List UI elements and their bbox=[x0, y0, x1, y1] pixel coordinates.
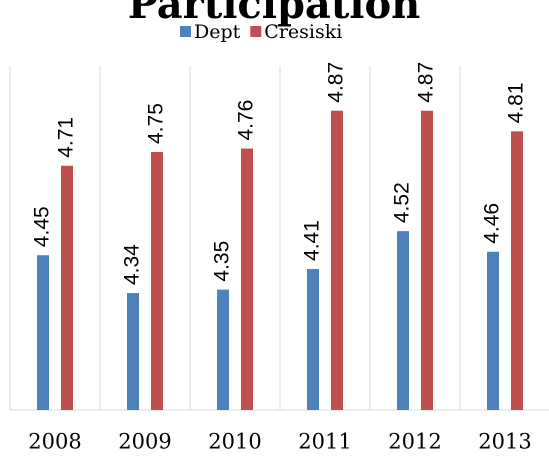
data-label: 4.52 bbox=[391, 182, 414, 223]
bar bbox=[331, 110, 343, 410]
data-label: 4.81 bbox=[505, 82, 528, 123]
x-tick-label: 2009 bbox=[118, 430, 171, 454]
data-label: 4.75 bbox=[145, 103, 168, 144]
bar bbox=[37, 255, 49, 410]
data-label: 4.87 bbox=[325, 62, 348, 103]
data-label: 4.35 bbox=[211, 241, 234, 282]
x-tick-label: 2010 bbox=[208, 430, 261, 454]
bar bbox=[241, 148, 253, 410]
bar bbox=[487, 251, 499, 410]
bar bbox=[127, 293, 139, 410]
x-tick-label: 2013 bbox=[478, 430, 531, 454]
data-label: 4.87 bbox=[415, 62, 438, 103]
bar bbox=[151, 152, 163, 410]
bar bbox=[217, 289, 229, 410]
data-label: 4.76 bbox=[235, 100, 258, 141]
x-tick-label: 2012 bbox=[388, 430, 441, 454]
bar bbox=[397, 231, 409, 410]
data-label: 4.41 bbox=[301, 220, 324, 261]
legend-label: Dept bbox=[194, 21, 241, 43]
legend-swatch bbox=[180, 26, 191, 37]
data-label: 4.46 bbox=[481, 203, 504, 244]
bar bbox=[307, 268, 319, 410]
data-label: 4.71 bbox=[55, 117, 78, 158]
bar bbox=[511, 131, 523, 411]
chart-title: Participation bbox=[128, 0, 421, 28]
data-label: 4.45 bbox=[31, 206, 54, 247]
bar bbox=[61, 165, 73, 410]
x-tick-label: 2011 bbox=[298, 430, 351, 454]
bar bbox=[421, 110, 433, 410]
x-tick-label: 2008 bbox=[28, 430, 81, 454]
data-label: 4.34 bbox=[121, 244, 144, 285]
legend-swatch bbox=[250, 26, 262, 37]
legend-label: Cresiski bbox=[264, 21, 342, 43]
